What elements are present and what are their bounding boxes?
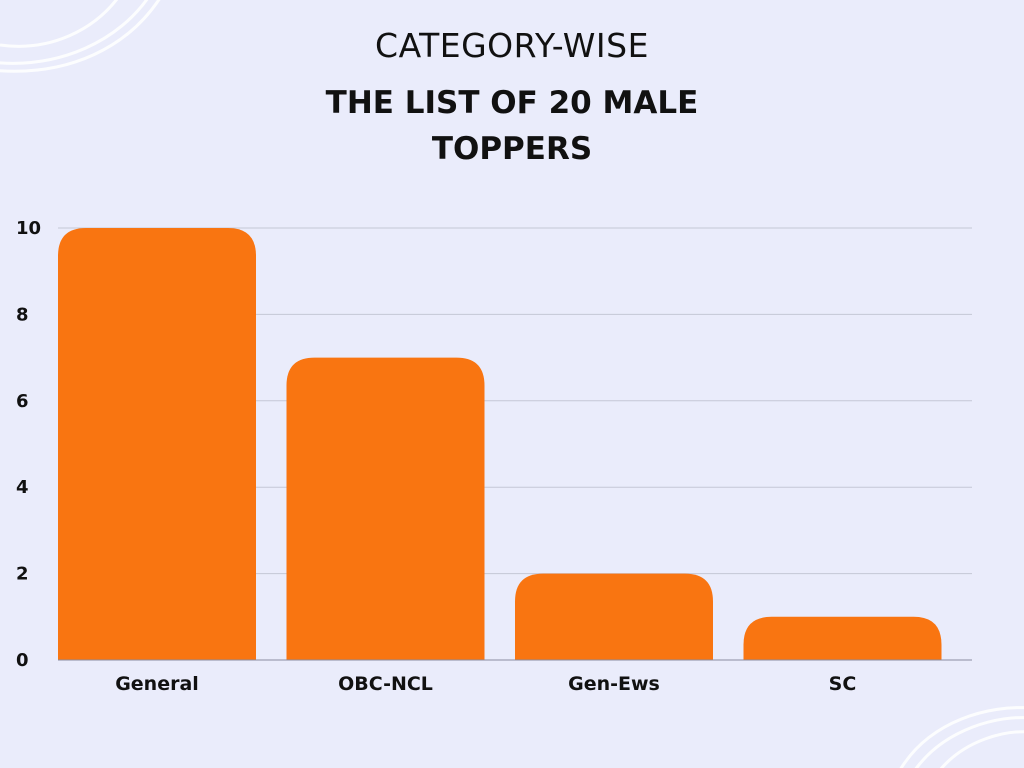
y-tick-label: 4 [16,477,29,498]
y-tick-label: 2 [16,564,29,585]
bar-general [58,228,256,660]
bar-obc-ncl [286,357,485,660]
chart-title-line1: CATEGORY-WISE [375,26,649,65]
y-axis-ticks: 0 2 4 6 8 10 [16,218,41,671]
chart-title: THE LIST OF 20 MALE TOPPERS [325,85,699,167]
x-axis-labels: General OBC-NCL Gen-Ews SC [115,673,856,695]
bar-gen-ews [515,573,713,660]
bars [58,228,942,660]
y-tick-label: 6 [16,391,29,412]
y-tick-label: 0 [16,650,29,671]
x-category-label: SC [829,673,857,695]
y-tick-label: 8 [16,304,29,325]
y-tick-label: 10 [16,218,41,239]
bar-sc [743,616,942,660]
x-category-label: General [115,673,199,695]
x-category-label: OBC-NCL [338,673,433,695]
x-category-label: Gen-Ews [568,673,660,695]
